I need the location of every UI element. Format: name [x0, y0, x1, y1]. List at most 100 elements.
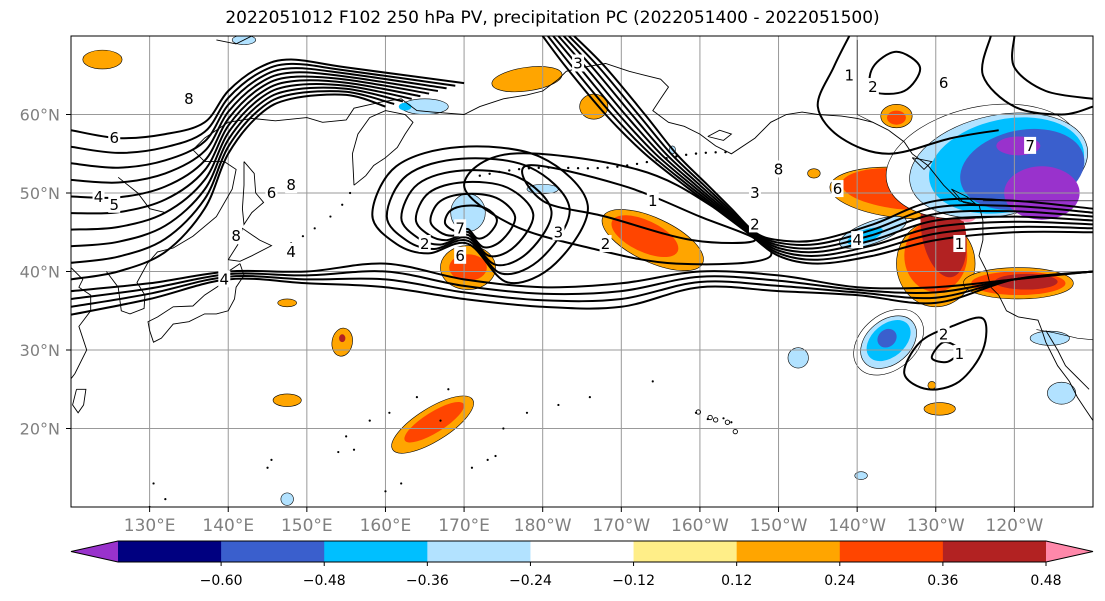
pv-contour-line [71, 79, 421, 215]
island-dot [439, 419, 442, 422]
island-dot [470, 466, 474, 469]
precip-patch [877, 328, 897, 348]
coastline [106, 63, 1093, 421]
pv-contour-line [463, 152, 773, 266]
lon-tick-label: 170°E [438, 516, 490, 536]
contour-label: 6 [267, 184, 277, 202]
island-dot [368, 419, 371, 422]
contour-label-bg [454, 246, 467, 264]
pv-contour-line [816, 36, 999, 155]
contour-label: 4 [852, 231, 862, 249]
island-dot [313, 227, 316, 230]
island-dot [596, 166, 599, 170]
contour-label: 2 [750, 215, 760, 233]
island-dot [517, 167, 521, 171]
precip-patch [807, 168, 821, 179]
contour-label-bg [230, 227, 243, 245]
island-dot [557, 403, 560, 407]
island-dot [447, 388, 450, 391]
pv-contour-line [71, 270, 1093, 300]
island-dot [651, 380, 654, 383]
contour-label: 2 [939, 325, 949, 343]
colorbar: −0.60 −0.48 −0.36 −0.24 −0.12 0.12 0.24 0.36 0.4… [70, 540, 1094, 589]
island-dot [502, 427, 505, 430]
contour-label: 1 [955, 345, 965, 363]
colorbar-tick-label: −0.48 [303, 573, 346, 589]
colorbar-tick-label: −0.36 [406, 573, 449, 589]
contour-label: 6 [833, 180, 843, 198]
colorbar-segment [530, 541, 635, 562]
colorbar-tick-label: 0.24 [824, 573, 855, 589]
contour-label: 6 [455, 247, 465, 265]
coastline [71, 267, 92, 380]
pv-contours [71, 36, 1093, 391]
contour-label: 7 [1025, 137, 1035, 155]
precip-patch [491, 66, 563, 93]
island-dot [478, 174, 481, 177]
island-dot [415, 396, 419, 399]
contour-label: 3 [554, 223, 564, 241]
contour-label-bg [108, 195, 121, 213]
pv-contour-line [71, 83, 412, 231]
contour-label-bg [285, 176, 298, 194]
precip-patch [404, 401, 465, 443]
colorbar-segment [839, 541, 944, 562]
coastlines [71, 36, 1093, 507]
island-dot [388, 411, 391, 414]
pv-contour-line [1011, 36, 1093, 100]
coastline [117, 176, 166, 214]
island-dot [724, 150, 727, 154]
contour-label-bg [937, 325, 950, 343]
contour-label-bg [772, 160, 785, 178]
contour-label: 7 [455, 219, 465, 237]
coastline [1045, 330, 1090, 390]
island-dot [616, 165, 619, 168]
lat-tick-label: 40°N [20, 263, 60, 282]
contour-label-bg [851, 231, 864, 249]
contour-label: 4 [220, 270, 230, 288]
lon-tick-label: 130°E [124, 516, 176, 536]
island-dot [722, 417, 725, 420]
contour-label: 1 [845, 66, 855, 84]
island-dot [494, 454, 497, 458]
island-dot [270, 458, 273, 461]
island-dot [301, 235, 305, 238]
coastline [216, 36, 253, 45]
contour-label: 6 [939, 74, 949, 92]
precip-patch [787, 347, 809, 369]
pv-contour-line [71, 93, 386, 281]
contour-label-bg [454, 219, 467, 237]
island-dot [352, 448, 356, 451]
island-dot [329, 215, 332, 218]
precip-patch [398, 102, 412, 111]
contour-label: 4 [286, 243, 296, 261]
contour-label-bg [1024, 136, 1037, 154]
contour-label: 3 [750, 184, 760, 202]
pv-contour-line [71, 71, 439, 184]
precip-patch [927, 381, 937, 390]
pv-contour-line [573, 36, 1093, 243]
contour-label: 1 [955, 235, 965, 253]
precip-patch [994, 273, 1058, 290]
contour-label-bg [748, 184, 761, 201]
island-dot [576, 166, 580, 170]
colorbar-segment [427, 541, 531, 562]
island-dot [684, 153, 688, 157]
island-dot [704, 151, 708, 154]
colorbar-extend-high [1046, 541, 1093, 562]
coastline [707, 129, 733, 141]
pv-contour-line [71, 262, 1093, 293]
contour-label: 4 [94, 188, 104, 206]
precip-patch [277, 298, 297, 308]
coastline [72, 388, 87, 414]
island-dot [537, 166, 540, 170]
contour-label: 3 [573, 54, 583, 72]
coastline [351, 110, 414, 186]
island-dot [714, 151, 717, 154]
colorbar-segment [221, 541, 325, 562]
colorbar-outline [70, 540, 1094, 563]
colorbar-tick-label: 0.48 [1030, 573, 1061, 589]
island-dot [400, 482, 403, 485]
pv-contour-line [71, 75, 430, 199]
